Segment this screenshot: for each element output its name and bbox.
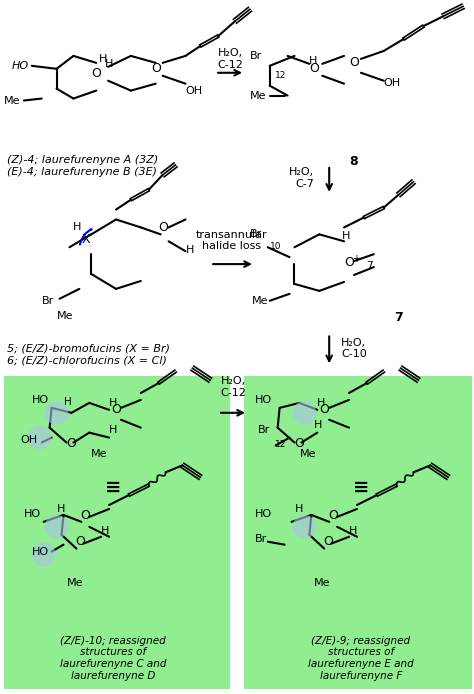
Text: O: O	[91, 67, 101, 81]
Text: 12: 12	[274, 441, 286, 450]
Text: O: O	[319, 403, 329, 416]
Text: O: O	[349, 56, 359, 69]
Text: H: H	[64, 397, 71, 407]
Text: H: H	[73, 222, 82, 232]
Text: (Z/E)-10; reassigned
structures of
laurefurenyne C and
laurefurenyne D: (Z/E)-10; reassigned structures of laure…	[60, 636, 166, 681]
Bar	[4, 378, 230, 689]
Text: H: H	[349, 526, 357, 536]
Text: X: X	[82, 232, 91, 246]
Text: H: H	[105, 59, 113, 69]
Text: 12: 12	[274, 71, 286, 80]
Text: O: O	[344, 256, 354, 269]
Text: OH: OH	[185, 85, 202, 96]
Text: O: O	[328, 509, 338, 522]
Text: Me: Me	[300, 450, 316, 459]
Circle shape	[28, 425, 52, 450]
Text: HO: HO	[32, 395, 49, 405]
Text: +: +	[352, 254, 360, 264]
Circle shape	[292, 515, 316, 539]
Bar	[244, 378, 472, 689]
Text: (Z)-4; laurefurenyne A (3Z)
(E)-4; laurefurenyne B (3E): (Z)-4; laurefurenyne A (3Z) (E)-4; laure…	[7, 155, 158, 177]
Text: H: H	[294, 504, 303, 514]
Circle shape	[292, 401, 316, 425]
Circle shape	[45, 515, 68, 539]
Text: O: O	[151, 62, 161, 76]
Text: O: O	[75, 534, 85, 548]
Text: Me: Me	[314, 578, 331, 589]
Text: Me: Me	[66, 578, 83, 589]
Bar	[4, 376, 230, 689]
Text: 8: 8	[350, 155, 358, 168]
Text: ≡: ≡	[353, 477, 369, 497]
Text: H₂O,
C-12: H₂O, C-12	[217, 48, 243, 69]
Text: H: H	[317, 398, 326, 408]
Bar	[244, 376, 472, 689]
Text: 7: 7	[394, 311, 403, 323]
Text: 7: 7	[366, 261, 373, 271]
Text: Me: Me	[252, 296, 268, 306]
Text: O: O	[81, 509, 90, 522]
Text: ≡: ≡	[105, 477, 121, 497]
Text: H₂O,
C-10: H₂O, C-10	[341, 337, 367, 359]
Text: HO: HO	[255, 395, 272, 405]
Text: Me: Me	[56, 311, 73, 321]
Text: H: H	[101, 526, 109, 536]
Text: Br: Br	[255, 534, 267, 543]
Text: Br: Br	[42, 296, 54, 306]
Text: O: O	[294, 437, 304, 450]
Text: Br: Br	[250, 229, 262, 239]
Text: H: H	[342, 231, 350, 242]
Text: H: H	[56, 504, 65, 514]
Text: Me: Me	[4, 96, 20, 105]
FancyArrowPatch shape	[80, 229, 91, 244]
Text: Me: Me	[91, 450, 108, 459]
Text: O: O	[159, 221, 169, 235]
Text: H: H	[99, 54, 108, 64]
Text: H: H	[314, 420, 323, 430]
Text: OH: OH	[384, 78, 401, 87]
Text: HO: HO	[24, 509, 41, 519]
Text: H: H	[109, 398, 118, 408]
Text: O: O	[111, 403, 121, 416]
Text: O: O	[323, 534, 333, 548]
Text: H: H	[109, 425, 118, 434]
Text: HO: HO	[32, 547, 49, 557]
Text: (Z/E)-9; reassigned
structures of
laurefurenyne E and
laurefurenyne F: (Z/E)-9; reassigned structures of lauref…	[308, 636, 414, 681]
Text: 10: 10	[270, 242, 281, 251]
Text: H₂O,
C-7: H₂O, C-7	[289, 167, 314, 189]
Text: O: O	[310, 62, 319, 76]
Text: transannular
halide loss: transannular halide loss	[196, 230, 268, 251]
Text: 5; (E/Z)-bromofucins (X = Br)
6; (E/Z)-chlorofucins (X = Cl): 5; (E/Z)-bromofucins (X = Br) 6; (E/Z)-c…	[7, 344, 170, 365]
Text: OH: OH	[20, 434, 37, 445]
Text: HO: HO	[255, 509, 272, 519]
Text: H₂O,
C-12: H₂O, C-12	[220, 376, 246, 398]
Text: H: H	[185, 245, 194, 255]
Text: H: H	[310, 56, 318, 66]
Text: Me: Me	[250, 91, 266, 101]
Circle shape	[45, 401, 68, 425]
Text: O: O	[66, 437, 76, 450]
Text: Br: Br	[250, 51, 262, 61]
Text: HO: HO	[12, 61, 29, 71]
Circle shape	[32, 543, 55, 566]
Text: Br: Br	[258, 425, 270, 434]
